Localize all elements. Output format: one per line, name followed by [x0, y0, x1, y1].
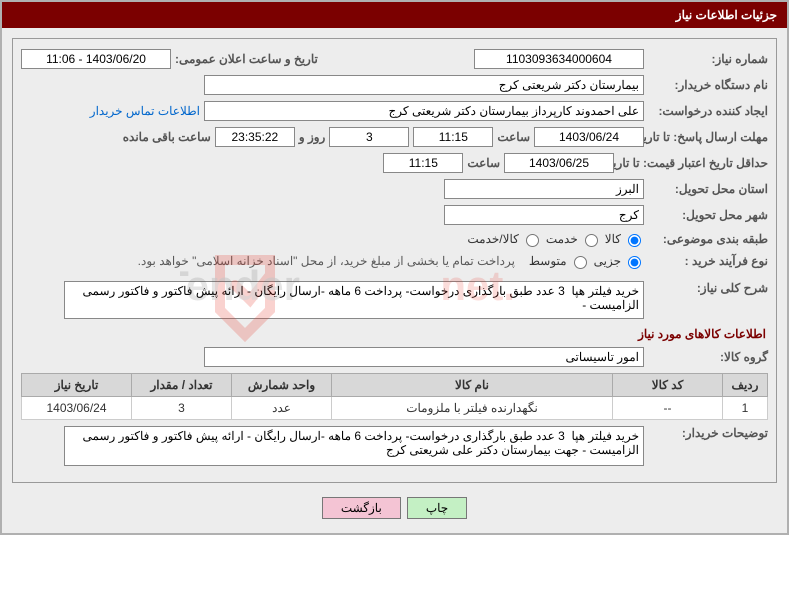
print-button[interactable]: چاپ — [407, 497, 467, 519]
panel-need-details: جزئیات اطلاعات نیاز شماره نیاز: تاریخ و … — [0, 0, 789, 535]
th-unit: واحد شمارش — [232, 374, 332, 397]
cell-name: نگهدارنده فیلتر با ملزومات — [332, 397, 613, 420]
th-row: ردیف — [723, 374, 768, 397]
label-subject-class: طبقه بندی موضوعی: — [648, 232, 768, 246]
label-requester: ایجاد کننده درخواست: — [648, 104, 768, 118]
input-need-no[interactable] — [474, 49, 644, 69]
label-goods-group: گروه کالا: — [648, 350, 768, 364]
label-hour2: ساعت — [467, 156, 500, 170]
fieldset-main: شماره نیاز: تاریخ و ساعت اعلان عمومی: نا… — [12, 38, 777, 483]
label-buyer-org: نام دستگاه خریدار: — [648, 78, 768, 92]
radio-process-partial[interactable]: جزیی — [594, 253, 644, 269]
input-deadline-time[interactable] — [413, 127, 493, 147]
input-announce[interactable] — [21, 49, 171, 69]
label-need-no: شماره نیاز: — [648, 52, 768, 66]
radio-label-medium: متوسط — [529, 254, 567, 268]
button-bar: چاپ بازگشت — [12, 489, 777, 523]
input-remaining-days[interactable] — [329, 127, 409, 147]
label-process: نوع فرآیند خرید : — [648, 254, 768, 268]
table-header-row: ردیف کد کالا نام کالا واحد شمارش تعداد /… — [22, 374, 768, 397]
radio-subject-service[interactable]: خدمت — [546, 231, 601, 247]
input-validity-date[interactable] — [504, 153, 614, 173]
cell-qty: 3 — [132, 397, 232, 420]
label-announce: تاریخ و ساعت اعلان عمومی: — [175, 52, 318, 66]
input-buyer-org[interactable] — [204, 75, 644, 95]
link-buyer-contact[interactable]: اطلاعات تماس خریدار — [90, 104, 200, 118]
input-province[interactable] — [444, 179, 644, 199]
input-city[interactable] — [444, 205, 644, 225]
input-requester[interactable] — [204, 101, 644, 121]
input-validity-time[interactable] — [383, 153, 463, 173]
radio-group-process: جزیی متوسط — [529, 253, 644, 269]
cell-row: 1 — [723, 397, 768, 420]
th-name: نام کالا — [332, 374, 613, 397]
panel-body: شماره نیاز: تاریخ و ساعت اعلان عمومی: نا… — [2, 28, 787, 533]
table-row: 1 -- نگهدارنده فیلتر با ملزومات عدد 3 14… — [22, 397, 768, 420]
section-title-items: اطلاعات کالاهای مورد نیاز — [23, 327, 766, 341]
radio-label-both: کالا/خدمت — [467, 232, 518, 246]
th-need-date: تاریخ نیاز — [22, 374, 132, 397]
radio-label-goods: کالا — [605, 232, 621, 246]
textarea-need-desc[interactable] — [64, 281, 644, 319]
panel-title: جزئیات اطلاعات نیاز — [2, 2, 787, 28]
label-days-and: روز و — [299, 130, 326, 144]
th-code: کد کالا — [613, 374, 723, 397]
label-validity: حداقل تاریخ اعتبار قیمت: تا تاریخ: — [618, 156, 768, 170]
input-goods-group[interactable] — [204, 347, 644, 367]
label-province: استان محل تحویل: — [648, 182, 768, 196]
back-button[interactable]: بازگشت — [322, 497, 401, 519]
radio-label-service: خدمت — [546, 232, 578, 246]
process-note: پرداخت تمام یا بخشی از مبلغ خرید، از محل… — [138, 254, 515, 268]
label-remaining: ساعت باقی مانده — [123, 130, 211, 144]
cell-need-date: 1403/06/24 — [22, 397, 132, 420]
label-buyer-notes: توضیحات خریدار: — [648, 426, 768, 440]
cell-code: -- — [613, 397, 723, 420]
items-table: ردیف کد کالا نام کالا واحد شمارش تعداد /… — [21, 373, 768, 420]
radio-subject-both[interactable]: کالا/خدمت — [467, 231, 541, 247]
radio-process-medium[interactable]: متوسط — [529, 253, 590, 269]
label-city: شهر محل تحویل: — [648, 208, 768, 222]
label-hour1: ساعت — [497, 130, 530, 144]
label-need-desc: شرح کلی نیاز: — [648, 281, 768, 295]
input-deadline-date[interactable] — [534, 127, 644, 147]
label-deadline: مهلت ارسال پاسخ: تا تاریخ: — [648, 130, 768, 144]
radio-subject-goods[interactable]: کالا — [605, 231, 644, 247]
radio-group-subject: کالا خدمت کالا/خدمت — [467, 231, 644, 247]
cell-unit: عدد — [232, 397, 332, 420]
input-remaining-clock[interactable] — [215, 127, 295, 147]
textarea-buyer-notes[interactable] — [64, 426, 644, 466]
radio-label-partial: جزیی — [594, 254, 621, 268]
th-qty: تعداد / مقدار — [132, 374, 232, 397]
